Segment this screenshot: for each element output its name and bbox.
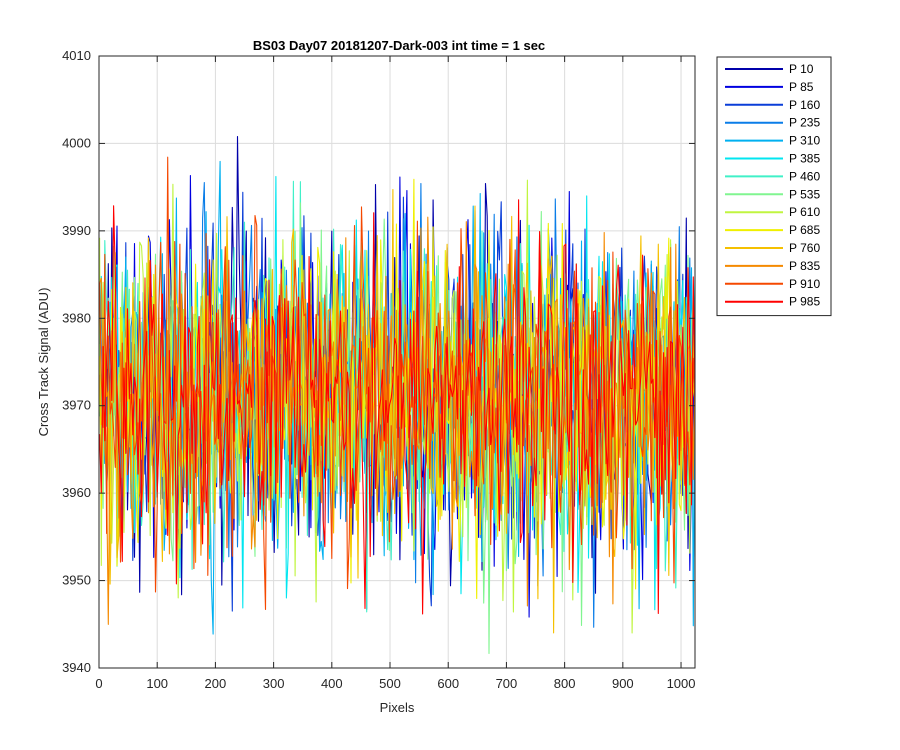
- y-axis-label: Cross Track Signal (ADU): [36, 288, 51, 437]
- legend-entry: P 235: [789, 116, 820, 130]
- x-tick-label: 200: [205, 676, 227, 691]
- legend-entry: P 385: [789, 152, 820, 166]
- y-tick-label: 3940: [62, 660, 91, 675]
- x-tick-label: 900: [612, 676, 634, 691]
- x-tick-label: 1000: [667, 676, 696, 691]
- x-axis-label: Pixels: [380, 700, 415, 715]
- legend-entry: P 460: [789, 169, 820, 183]
- legend-entry: P 310: [789, 134, 820, 148]
- y-tick-label: 3970: [62, 398, 91, 413]
- x-tick-label: 100: [146, 676, 168, 691]
- series-line-p985: [99, 199, 695, 615]
- plot-area: 0 100 200 300 400 500 600 700 800 900 1000 3940 3950…: [62, 48, 696, 691]
- legend: P 10 P 85 P 160 P 235 P 310 P 385 P 460 P 535 P …: [716, 56, 832, 317]
- legend-entry: P 760: [789, 241, 820, 255]
- x-tick-label: 700: [496, 676, 518, 691]
- x-tick-label: 800: [554, 676, 576, 691]
- x-tick-label: 400: [321, 676, 343, 691]
- y-tick-label: 3950: [62, 573, 91, 588]
- legend-entry: P 85: [789, 80, 814, 94]
- series-lines: [99, 136, 695, 655]
- y-tick-label: 4000: [62, 135, 91, 150]
- chart-title: BS03 Day07 20181207-Dark-003 int time = …: [253, 38, 545, 53]
- legend-entry: P 910: [789, 277, 820, 291]
- x-tick-label: 300: [263, 676, 285, 691]
- legend-box: [716, 56, 832, 317]
- x-tick-label: 600: [437, 676, 459, 691]
- legend-entry: P 835: [789, 259, 820, 273]
- x-tick-label: 0: [95, 676, 102, 691]
- y-tick-label: 3960: [62, 485, 91, 500]
- x-tick-label: 500: [379, 676, 401, 691]
- legend-entry: P 10: [789, 62, 814, 76]
- legend-entry: P 160: [789, 98, 820, 112]
- legend-entry: P 685: [789, 223, 820, 237]
- y-tick-label: 3990: [62, 223, 91, 238]
- y-tick-label: 4010: [62, 48, 91, 63]
- legend-entry: P 610: [789, 205, 820, 219]
- legend-entry: P 985: [789, 295, 820, 309]
- y-tick-label: 3980: [62, 310, 91, 325]
- legend-entry: P 535: [789, 187, 820, 201]
- axes-box: [98, 55, 696, 669]
